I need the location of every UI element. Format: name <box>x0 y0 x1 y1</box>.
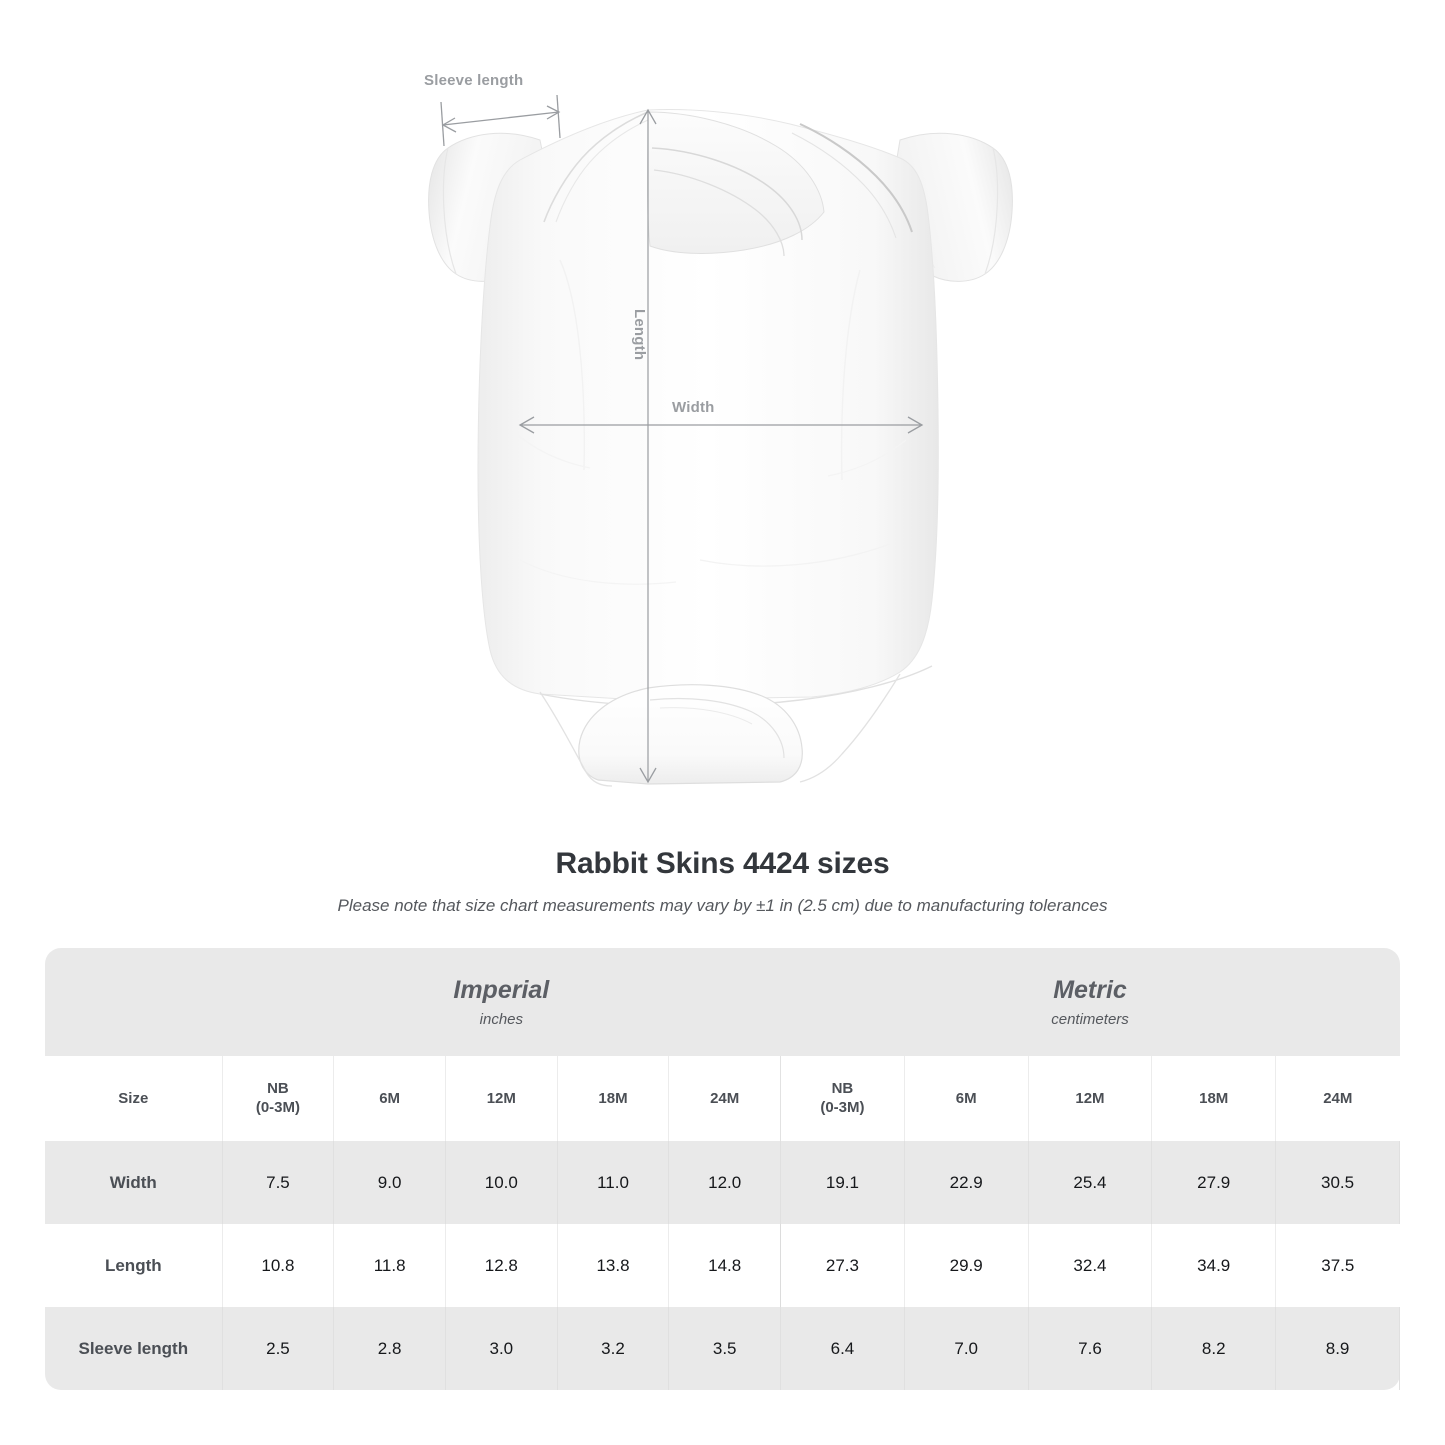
size-header-row: Size NB (0-3M) 6M 12M 18M 24M NB (0-3M) 6M… <box>45 1056 1400 1142</box>
cell-length-metric-nb: 27.3 <box>780 1224 905 1308</box>
cell-width-imperial-nb: 7.5 <box>222 1141 335 1225</box>
cell-length-imperial-6m: 11.8 <box>333 1224 446 1308</box>
bodysuit-body <box>477 109 939 708</box>
cell-sleeve-metric-12m: 7.6 <box>1028 1307 1153 1391</box>
header-imperial-nb: NB (0-3M) <box>222 1056 335 1142</box>
cell-width-metric-24m: 30.5 <box>1275 1141 1400 1225</box>
cell-width-imperial-6m: 9.0 <box>333 1141 446 1225</box>
row-label-length: Length <box>45 1224 223 1308</box>
unit-group-metric-sub: centimeters <box>1051 1011 1129 1029</box>
cell-width-imperial-12m: 10.0 <box>445 1141 558 1225</box>
cell-length-imperial-12m: 12.8 <box>445 1224 558 1308</box>
size-chart-table-wrap: Imperial inches Metric centimeters Size … <box>45 948 1400 1391</box>
cell-sleeve-imperial-nb: 2.5 <box>222 1307 335 1391</box>
page-title: Rabbit Skins 4424 sizes <box>555 847 890 880</box>
cell-length-metric-18m: 34.9 <box>1151 1224 1277 1308</box>
cell-sleeve-metric-24m: 8.9 <box>1275 1307 1400 1391</box>
unit-group-imperial-sub: inches <box>479 1011 523 1029</box>
cell-sleeve-imperial-6m: 2.8 <box>333 1307 446 1391</box>
cell-length-imperial-nb: 10.8 <box>222 1224 335 1308</box>
cell-sleeve-imperial-18m: 3.2 <box>557 1307 670 1391</box>
crotch-snap-flap <box>539 673 901 787</box>
unit-group-imperial: Imperial inches <box>222 948 781 1057</box>
header-size: Size <box>45 1056 223 1142</box>
cell-width-metric-12m: 25.4 <box>1028 1141 1153 1225</box>
header-metric-18m: 18M <box>1151 1056 1277 1142</box>
cell-width-metric-18m: 27.9 <box>1151 1141 1277 1225</box>
cell-length-metric-6m: 29.9 <box>904 1224 1029 1308</box>
cell-sleeve-metric-nb: 6.4 <box>780 1307 905 1391</box>
page-subtitle: Please note that size chart measurements… <box>337 896 1108 915</box>
header-imperial-18m: 18M <box>557 1056 670 1142</box>
cell-length-imperial-24m: 14.8 <box>668 1224 782 1308</box>
header-metric-12m: 12M <box>1028 1056 1153 1142</box>
header-imperial-24m: 24M <box>668 1056 782 1142</box>
size-chart-table: Imperial inches Metric centimeters Size … <box>45 948 1400 1391</box>
table-row: Length 10.8 11.8 12.8 13.8 14.8 27.3 29.… <box>45 1224 1400 1308</box>
cell-width-imperial-24m: 12.0 <box>668 1141 782 1225</box>
unit-group-imperial-name: Imperial <box>453 976 550 1005</box>
bodysuit-graphic <box>428 94 1013 787</box>
length-dimension <box>639 108 657 784</box>
length-label: Length <box>631 309 648 361</box>
cell-width-imperial-18m: 11.0 <box>557 1141 670 1225</box>
cell-sleeve-imperial-24m: 3.5 <box>668 1307 782 1391</box>
cell-length-imperial-18m: 13.8 <box>557 1224 670 1308</box>
unit-band-row: Imperial inches Metric centimeters <box>45 948 1400 1057</box>
cell-sleeve-imperial-12m: 3.0 <box>445 1307 558 1391</box>
cell-width-metric-nb: 19.1 <box>780 1141 905 1225</box>
sleeve-length-dimension <box>440 94 561 147</box>
row-label-sleeve-length: Sleeve length <box>45 1307 223 1391</box>
header-imperial-6m: 6M <box>333 1056 446 1142</box>
table-row: Width 7.5 9.0 10.0 11.0 12.0 19.1 22.9 2… <box>45 1141 1400 1225</box>
table-row: Sleeve length 2.5 2.8 3.0 3.2 3.5 6.4 7.… <box>45 1307 1400 1391</box>
header-imperial-12m: 12M <box>445 1056 558 1142</box>
header-metric-nb: NB (0-3M) <box>780 1056 905 1142</box>
sleeve-length-label: Sleeve length <box>424 72 524 89</box>
width-label: Width <box>672 399 715 416</box>
measurement-lines <box>440 94 924 784</box>
unit-group-metric-name: Metric <box>1053 976 1127 1005</box>
header-metric-24m: 24M <box>1275 1056 1400 1142</box>
unit-band-spacer <box>45 948 223 1057</box>
width-dimension <box>518 416 924 434</box>
cell-width-metric-6m: 22.9 <box>904 1141 1029 1225</box>
title-block: Rabbit Skins 4424 sizes Please note that… <box>0 830 1445 916</box>
garment-illustration: Sleeve length Length Width <box>424 72 1013 787</box>
row-label-width: Width <box>45 1141 223 1225</box>
cell-length-metric-12m: 32.4 <box>1028 1224 1153 1308</box>
cell-length-metric-24m: 37.5 <box>1275 1224 1400 1308</box>
cell-sleeve-metric-18m: 8.2 <box>1151 1307 1277 1391</box>
header-metric-6m: 6M <box>904 1056 1029 1142</box>
unit-group-metric: Metric centimeters <box>780 948 1400 1057</box>
cell-sleeve-metric-6m: 7.0 <box>904 1307 1029 1391</box>
